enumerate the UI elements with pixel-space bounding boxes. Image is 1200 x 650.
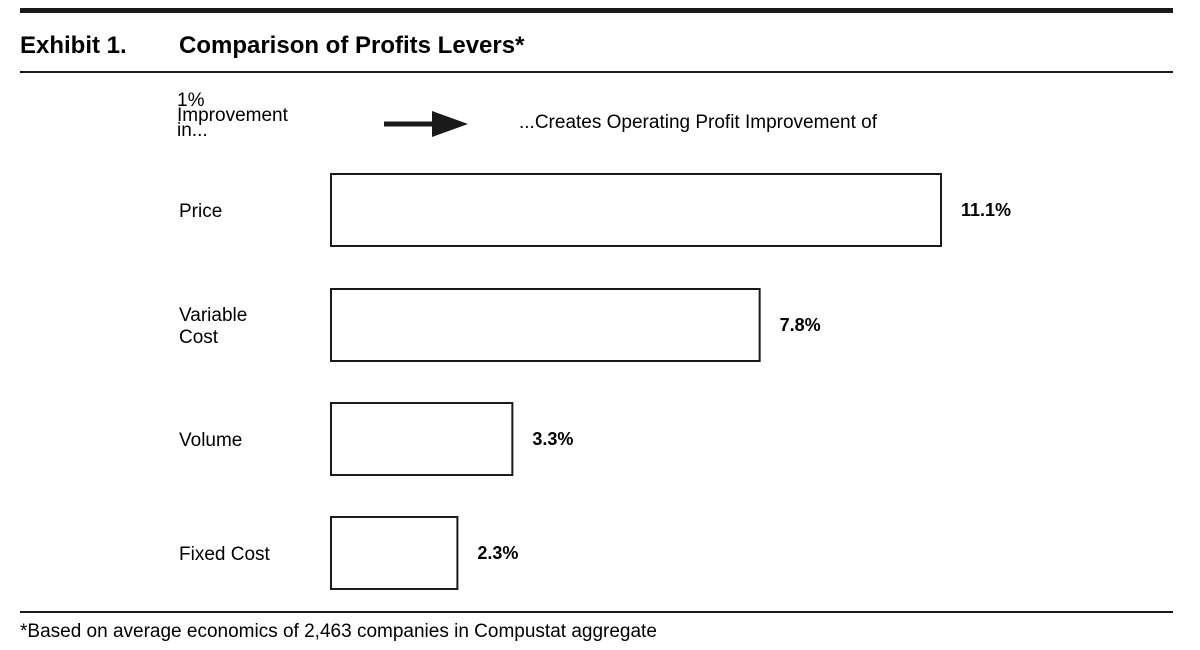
value-label-0: 11.1% [961, 200, 1011, 220]
value-label-3: 2.3% [477, 543, 518, 563]
right-arrow-icon [384, 111, 468, 137]
footnote: *Based on average economics of 2,463 com… [20, 621, 657, 642]
bottom-rule [20, 611, 1173, 613]
title-rule [20, 71, 1173, 73]
exhibit-label: Exhibit 1. [20, 32, 127, 59]
bar-2 [330, 402, 514, 476]
bar-3 [330, 516, 459, 590]
value-label-1: 7.8% [780, 315, 821, 335]
top-rule [20, 8, 1173, 13]
bar-0 [330, 173, 942, 247]
category-label-0: Price [179, 201, 222, 222]
value-label-2: 3.3% [532, 429, 573, 449]
improvement-header: 1% Improvement in... [177, 90, 288, 141]
category-label-3: Fixed Cost [179, 544, 271, 565]
profit-improvement-header: ...Creates Operating Profit Improvement … [519, 112, 877, 133]
exhibit-title: Comparison of Profits Levers* [179, 32, 525, 59]
bar-1 [330, 288, 761, 362]
category-label-2: Volume [179, 430, 242, 451]
category-label-1: Variable Cost [179, 305, 247, 348]
